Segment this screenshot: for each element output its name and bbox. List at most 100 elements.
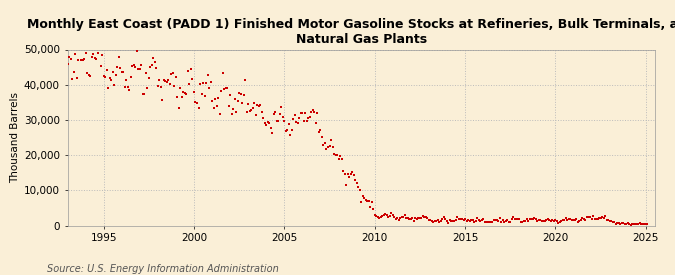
Point <box>558 218 568 222</box>
Point <box>495 219 506 224</box>
Point <box>255 102 266 107</box>
Point <box>350 177 360 182</box>
Point <box>113 55 124 59</box>
Point <box>204 86 215 90</box>
Point <box>236 92 246 96</box>
Point <box>116 70 127 74</box>
Point <box>112 65 123 69</box>
Point <box>155 85 166 89</box>
Point <box>531 217 541 221</box>
Point <box>402 216 413 220</box>
Point <box>142 86 153 90</box>
Point <box>504 219 514 224</box>
Point <box>371 214 381 218</box>
Point <box>336 157 347 162</box>
Point <box>624 222 634 226</box>
Point <box>217 71 228 76</box>
Point <box>425 218 436 223</box>
Point <box>490 218 501 222</box>
Point <box>338 169 348 173</box>
Point <box>270 109 281 114</box>
Point <box>127 64 138 68</box>
Point <box>368 207 379 212</box>
Point <box>378 213 389 217</box>
Point <box>467 218 478 222</box>
Point <box>181 92 192 97</box>
Point <box>133 67 144 71</box>
Point <box>583 215 594 219</box>
Point <box>466 218 477 222</box>
Point <box>559 218 570 222</box>
Point <box>589 216 600 221</box>
Point <box>249 101 260 105</box>
Point <box>511 217 522 221</box>
Point <box>449 218 460 223</box>
Point <box>524 217 535 221</box>
Point <box>419 215 430 220</box>
Point <box>161 80 172 85</box>
Point <box>636 222 647 226</box>
Point <box>410 216 421 220</box>
Point <box>582 215 593 219</box>
Point <box>362 199 373 204</box>
Point <box>160 79 171 83</box>
Point <box>407 216 418 220</box>
Point <box>538 219 549 224</box>
Point <box>86 55 97 59</box>
Point <box>395 216 406 221</box>
Point <box>276 105 287 109</box>
Point <box>321 147 332 151</box>
Point <box>163 78 173 82</box>
Point <box>578 216 589 221</box>
Point <box>533 218 544 222</box>
Point <box>473 218 484 222</box>
Point <box>610 222 621 226</box>
Point <box>104 76 115 80</box>
Point <box>488 218 499 222</box>
Point <box>609 220 620 224</box>
Point <box>547 218 558 222</box>
Point <box>100 75 111 79</box>
Point <box>169 84 180 88</box>
Point <box>572 220 583 225</box>
Point <box>80 51 91 55</box>
Point <box>576 218 587 222</box>
Point <box>216 89 227 93</box>
Point <box>401 216 412 221</box>
Point <box>103 85 113 90</box>
Point <box>63 54 74 59</box>
Point <box>367 200 377 204</box>
Point <box>549 219 560 223</box>
Point <box>628 222 639 227</box>
Point <box>354 187 365 192</box>
Point <box>243 102 254 106</box>
Point <box>380 212 391 216</box>
Point <box>358 196 369 200</box>
Point <box>537 219 547 224</box>
Point <box>491 218 502 222</box>
Point <box>214 112 225 116</box>
Point <box>603 218 614 222</box>
Point <box>83 73 94 77</box>
Point <box>621 222 632 226</box>
Point <box>597 215 608 219</box>
Point <box>124 88 134 93</box>
Point <box>265 125 276 130</box>
Point <box>223 104 234 109</box>
Point <box>182 69 193 74</box>
Point <box>122 84 133 89</box>
Point <box>285 133 296 138</box>
Point <box>422 216 433 220</box>
Point <box>396 215 407 220</box>
Point <box>188 89 199 94</box>
Point <box>363 199 374 203</box>
Point <box>132 49 142 53</box>
Point <box>140 71 151 75</box>
Point <box>296 111 306 116</box>
Point <box>500 218 511 223</box>
Point <box>387 213 398 218</box>
Point <box>631 221 642 226</box>
Point <box>259 120 270 125</box>
Point <box>134 67 145 72</box>
Point <box>608 220 618 224</box>
